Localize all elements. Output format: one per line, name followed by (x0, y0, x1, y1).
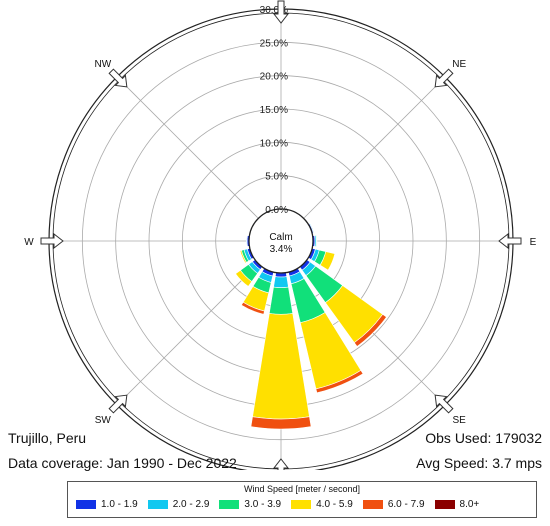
speed-legend: Wind Speed [meter / second] 1.0 - 1.9 2.0… (67, 481, 537, 518)
compass-markers: NNEESESSWWNW (24, 0, 537, 470)
petal-ssw-bin-5 (241, 301, 265, 315)
petal-wsw-bin-4 (239, 249, 247, 264)
compass-arrow-ne (434, 68, 454, 88)
petal-s-bin-3 (268, 286, 294, 315)
obs-used-label: Obs Used: 179032 (425, 430, 542, 446)
radial-tick-label: 0.0% (265, 205, 288, 216)
petal-w-bin-2 (246, 235, 248, 247)
radial-tick-labels: 0.0% 5.0% 10.0% 15.0% 20.0% 25.0% 30.0% (260, 5, 288, 216)
compass-label-e: E (530, 237, 537, 248)
calm-label: Calm (269, 232, 292, 243)
legend-item-3: 3.0 - 3.9 (219, 499, 281, 510)
grid-spoke (119, 79, 259, 219)
petal-sw-bin-4 (235, 269, 253, 287)
compass-arrow-n (272, 0, 290, 24)
compass-label-sw: SW (95, 415, 112, 426)
compass-arrow-sw (108, 394, 128, 414)
wind-petals (235, 208, 387, 430)
legend-label: 2.0 - 2.9 (172, 499, 210, 510)
legend-swatch (219, 500, 240, 509)
compass-arrow-s (272, 458, 290, 470)
location-label: Trujillo, Peru (8, 430, 87, 446)
compass-arrow-w (40, 232, 64, 250)
calm-value: 3.4% (270, 244, 293, 255)
legend-swatch (291, 500, 312, 509)
legend-swatch (362, 500, 383, 509)
petal-ese-bin-4 (319, 251, 336, 271)
petal-se-bin-5 (353, 313, 387, 347)
radial-tick-label: 30.0% (260, 5, 288, 16)
data-coverage-label: Data coverage: Jan 1990 - Dec 2022 (8, 455, 237, 471)
legend-items: 1.0 - 1.9 2.0 - 2.9 3.0 - 3.9 4.0 - 5.9 6.0 … (76, 499, 532, 510)
compass-arrow-e (498, 232, 522, 250)
radial-tick-label: 5.0% (265, 172, 288, 183)
compass-arrow-nw (108, 68, 128, 88)
legend-label: 6.0 - 7.9 (387, 499, 425, 510)
legend-item-4: 4.0 - 5.9 (291, 499, 353, 510)
compass-label-ne: NE (452, 59, 466, 70)
grid-spoke (303, 79, 443, 219)
legend-label: 1.0 - 1.9 (101, 499, 138, 510)
legend-label: 3.0 - 3.9 (244, 499, 282, 510)
wind-rose-chart: Calm 3.4% 0.0% 5.0% 10.0% 15.0% 20.0% 25.0% 30… (24, 0, 537, 470)
avg-speed-label: Avg Speed: 3.7 mps (416, 455, 542, 471)
grid-spoke (119, 263, 259, 403)
petal-sse-bin-5 (315, 369, 364, 394)
calm-circle-shape (248, 208, 314, 274)
petal-s-bin-2 (273, 276, 289, 288)
legend-title: Wind Speed [meter / second] (243, 484, 361, 494)
legend-item-2: 2.0 - 2.9 (147, 499, 210, 510)
legend-swatch (147, 500, 168, 509)
legend-swatch (434, 500, 455, 509)
compass-arrow-se (434, 394, 454, 414)
petal-ene-bin-2 (308, 222, 315, 234)
legend-item-1: 1.0 - 1.9 (76, 499, 138, 510)
calm-circle: Calm 3.4% (248, 208, 314, 274)
petal-e-bin-3 (315, 234, 318, 248)
radial-tick-label: 10.0% (260, 138, 288, 149)
compass-label-se: SE (453, 415, 467, 426)
radial-tick-label: 20.0% (260, 72, 288, 83)
radial-tick-label: 25.0% (260, 38, 288, 49)
compass-label-nw: NW (94, 59, 111, 70)
legend-label: 4.0 - 5.9 (316, 499, 353, 510)
compass-label-w: W (24, 237, 34, 248)
legend-item-6: 8.0+ (434, 499, 480, 510)
radial-tick-label: 15.0% (260, 105, 288, 116)
legend-label: 8.0+ (459, 499, 480, 510)
petal-s-bin-4 (252, 313, 310, 420)
legend-swatch (76, 500, 96, 509)
legend-item-5: 6.0 - 7.9 (362, 499, 425, 510)
petal-s-bin-5 (250, 416, 312, 430)
